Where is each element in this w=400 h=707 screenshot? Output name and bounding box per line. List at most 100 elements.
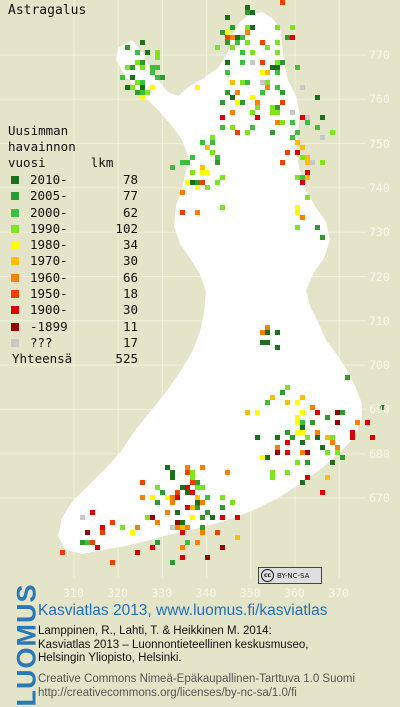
legend-item: 1980- 34 [8, 237, 138, 253]
observation-dot [270, 395, 275, 400]
observation-dot [155, 50, 160, 55]
observation-dot [180, 520, 185, 525]
observation-dot [200, 465, 205, 470]
observation-dot [125, 45, 130, 50]
legend-swatch [11, 338, 19, 347]
legend-item: 1950- 18 [8, 286, 138, 302]
observation-dot [210, 135, 215, 140]
observation-dot [185, 465, 190, 470]
legend-item-count: 18 [122, 286, 138, 302]
legend-swatch [11, 176, 19, 184]
observation-dot [275, 345, 280, 350]
observation-dot [280, 390, 285, 395]
observation-dot [270, 470, 275, 475]
y-tick-label: 750 [369, 136, 390, 151]
observation-dot [275, 435, 280, 440]
observation-dot [185, 525, 190, 530]
observation-dot [275, 70, 280, 75]
observation-dot [220, 515, 225, 520]
legend-item: 2010- 78 [8, 172, 138, 188]
legend-swatch [11, 192, 19, 201]
x-tick-label: 350 [239, 586, 261, 600]
observation-dot [245, 5, 250, 10]
observation-dot [305, 450, 310, 455]
observation-dot [230, 25, 235, 30]
observation-dot [175, 525, 180, 530]
legend-swatch [11, 208, 19, 217]
observation-dot [295, 205, 300, 210]
cc-badge-text: BY-NC-SA [277, 571, 310, 580]
observation-dot [150, 85, 155, 90]
observation-dot [215, 180, 220, 185]
legend-item-label: 1970- [30, 253, 68, 269]
observation-dot [140, 60, 145, 65]
observation-dot [215, 160, 220, 165]
observation-dot [175, 510, 180, 515]
observation-dot [340, 455, 345, 460]
observation-dot [230, 35, 235, 40]
observation-dot [220, 495, 225, 500]
observation-dot [230, 125, 235, 130]
observation-dot [155, 485, 160, 490]
observation-dot [270, 110, 275, 115]
observation-dot [230, 95, 235, 100]
observation-dot [295, 415, 300, 420]
observation-dot [125, 85, 130, 90]
observation-dot [195, 180, 200, 185]
observation-dot [130, 75, 135, 80]
observation-dot [225, 90, 230, 95]
observation-dot [290, 35, 295, 40]
observation-dot [305, 435, 310, 440]
observation-dot [185, 485, 190, 490]
observation-dot [285, 450, 290, 455]
observation-dot [325, 415, 330, 420]
observation-dot [195, 210, 200, 215]
observation-dot [195, 185, 200, 190]
observation-dot [245, 80, 250, 85]
legend-heading-1: Uusimman [8, 123, 69, 138]
observation-dot [350, 435, 355, 440]
y-tick-label: 710 [369, 313, 390, 328]
observation-dot [210, 150, 215, 155]
observation-dot [300, 440, 305, 445]
observation-dot [155, 55, 160, 60]
observation-dot [180, 545, 185, 550]
observation-dot [380, 405, 385, 410]
legend-item-label: -1899 [30, 318, 68, 334]
legend-total-count: 525 [115, 351, 138, 367]
observation-dot [185, 180, 190, 185]
observation-dot [265, 400, 270, 405]
observation-dot [325, 450, 330, 455]
observation-dot [260, 90, 265, 95]
observation-dot [140, 480, 145, 485]
legend-heading-3: vuosi lkm [8, 155, 114, 170]
finland-outline [58, 12, 362, 554]
observation-dot [220, 505, 225, 510]
observation-dot [200, 485, 205, 490]
observation-dot [220, 100, 225, 105]
observation-dot [175, 490, 180, 495]
observation-dot [190, 480, 195, 485]
observation-dot [195, 480, 200, 485]
observation-dot [200, 500, 205, 505]
observation-dot [235, 515, 240, 520]
legend-item: 1990- 102 [8, 221, 138, 237]
observation-dot [250, 125, 255, 130]
observation-dot [250, 25, 255, 30]
observation-dot [135, 60, 140, 65]
observation-dot [200, 170, 205, 175]
observation-dot [350, 430, 355, 435]
observation-dot [275, 60, 280, 65]
observation-dot [230, 45, 235, 50]
observation-dot [180, 530, 185, 535]
observation-dot [85, 540, 90, 545]
license-text: Creative Commons Nimeä-Epäkaupallinen-Ta… [38, 673, 356, 699]
footer: LUOMUS Kasviatlas 2013, www.luomus.fi/ka… [0, 584, 400, 707]
y-tick-label: 700 [369, 358, 390, 373]
observation-dot [320, 115, 325, 120]
observation-dot [260, 60, 265, 65]
observation-dot [90, 540, 95, 545]
observation-dot [200, 165, 205, 170]
kasviatlas-link[interactable]: Kasviatlas 2013, www.luomus.fi/kasviatla… [38, 602, 328, 619]
observation-dot [235, 90, 240, 95]
